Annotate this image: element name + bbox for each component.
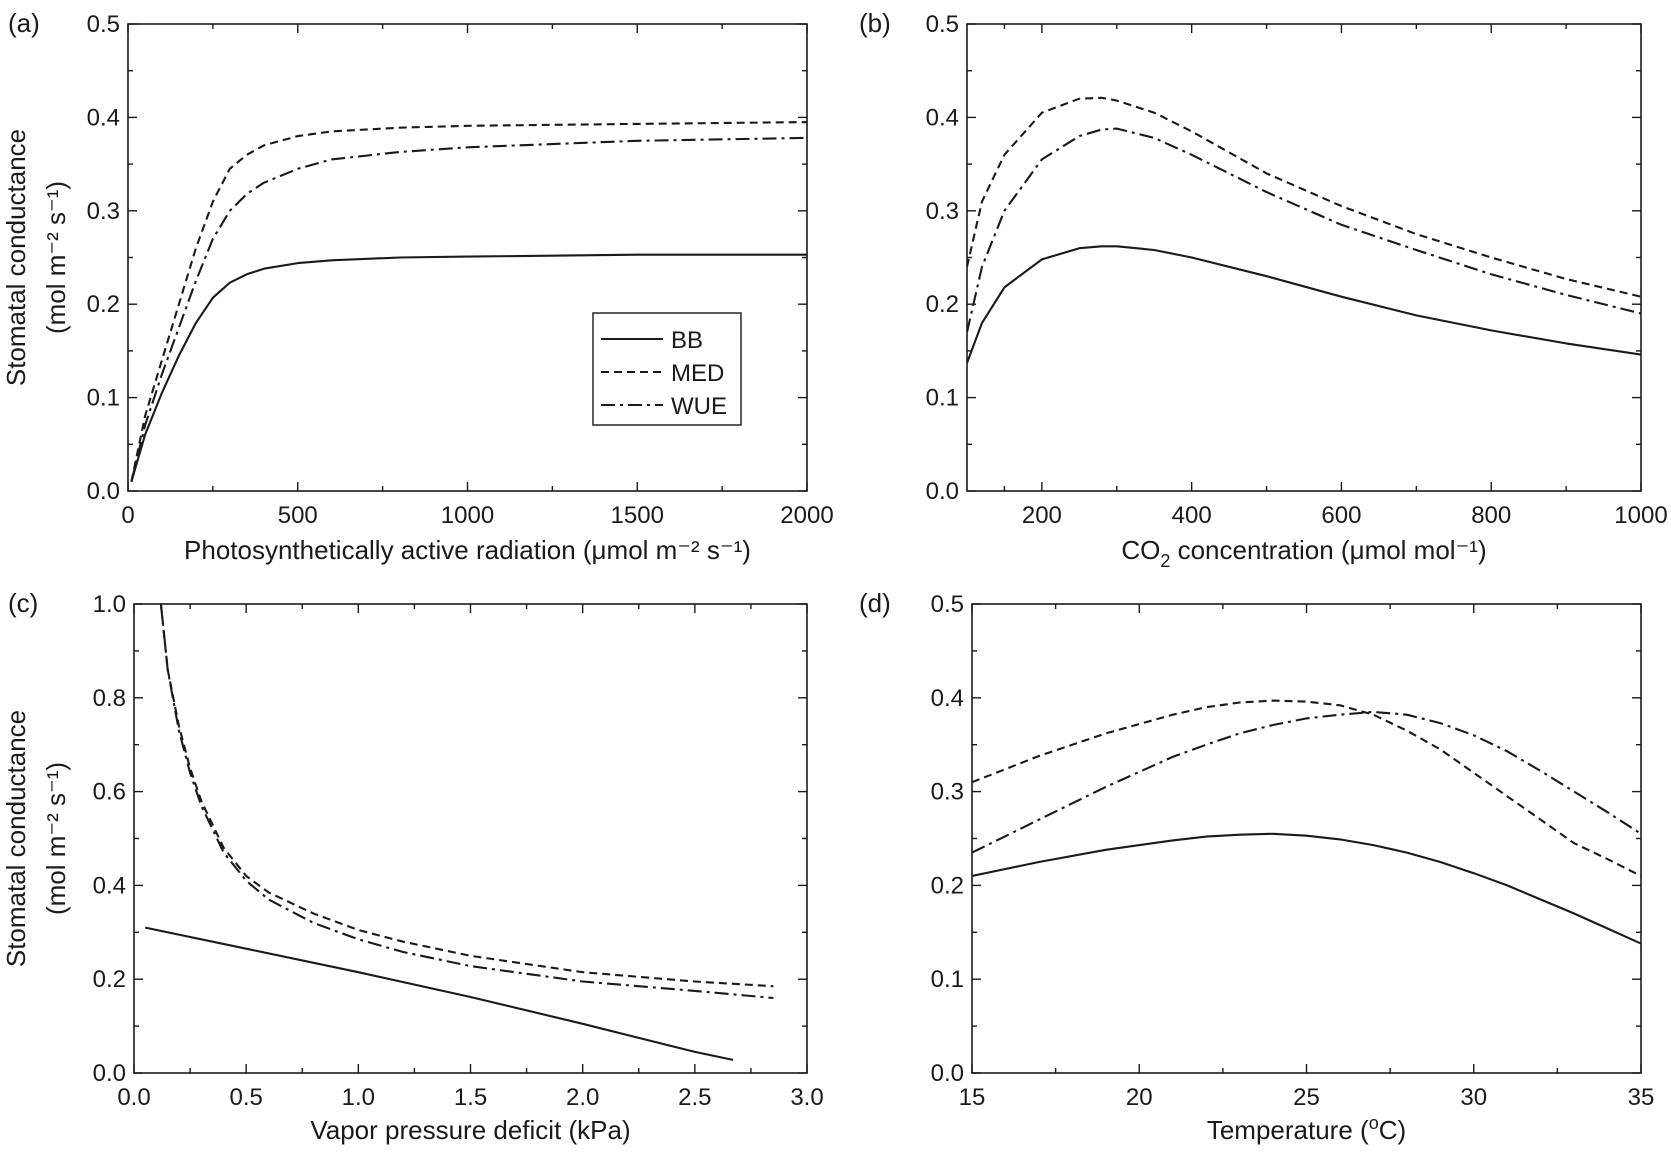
legend-box (592, 312, 742, 426)
y-tick-label: 0.5 (87, 11, 120, 38)
x-tick-label: 1.0 (342, 1084, 375, 1111)
plot-frame (133, 603, 808, 1074)
legend: BB MED WUE (592, 312, 742, 426)
series-group (972, 699, 1641, 945)
panel-label: (b) (859, 8, 891, 38)
x-tick-label: 500 (278, 502, 318, 529)
x-tick-label: 800 (1471, 502, 1511, 529)
y-tick-label: 0.3 (931, 779, 964, 806)
x-axis-label: Vapor pressure deficit (kPa) (310, 1115, 630, 1145)
series-line-bb (130, 253, 807, 482)
series-line-med (159, 604, 774, 988)
y-tick-label: 0.3 (926, 198, 959, 225)
x-tick-label: 2.0 (566, 1084, 599, 1111)
legend-label-wue: WUE (671, 393, 727, 420)
x-tick-label: 25 (1293, 1084, 1320, 1111)
plot-frame (971, 603, 1642, 1074)
x-tick-label: 0 (121, 502, 134, 529)
x-axis-label: Temperature (oC) (1207, 1113, 1406, 1145)
x-tick-label: 20 (1126, 1084, 1153, 1111)
series-line-wue (967, 127, 1641, 333)
series-line-wue (972, 710, 1641, 854)
x-axis-label: CO2 concentration (μmol mol⁻¹) (1121, 535, 1486, 571)
y-tick-label: 0.4 (93, 872, 126, 899)
y-tick-label: 0.0 (87, 478, 120, 505)
x-tick-label: 1500 (611, 502, 664, 529)
series-line-wue (159, 604, 774, 1000)
series-line-bb (144, 926, 734, 1061)
panel-label: (a) (8, 8, 40, 38)
y-tick-label: 0.5 (926, 11, 959, 38)
y-tick-label: 0.4 (87, 104, 120, 131)
panel-c: 0.0 0.5 1.0 1.5 2.0 2.5 3.0 0.0 0.2 0.4 0.6 0.8 1.0 (… (1, 588, 824, 1145)
x-tick-label: 200 (1022, 502, 1062, 529)
series-line-bb (967, 245, 1641, 364)
y-tick-label: 0.4 (926, 104, 959, 131)
y-tick-label: 0.1 (87, 385, 120, 412)
y-tick-label: 0.3 (87, 198, 120, 225)
panel-label: (c) (8, 588, 38, 618)
y-tick-label: 0.2 (93, 966, 126, 993)
series-group (130, 121, 807, 482)
y-tick-label: 0.0 (931, 1060, 964, 1087)
y-tick-label: 0.1 (926, 385, 959, 412)
y-tick-label: 0.0 (926, 478, 959, 505)
x-tick-label: 0.5 (229, 1084, 262, 1111)
y-tick-label: 0.2 (931, 872, 964, 899)
y-tick-label: 0.2 (87, 291, 120, 318)
x-tick-label: 2000 (780, 502, 833, 529)
panel-d: 15 20 25 30 35 0.0 0.1 0.2 0.3 0.4 0.5 (d) Temperatu… (859, 588, 1654, 1145)
y-axis-units: (mol m⁻² s⁻¹) (41, 762, 71, 915)
y-tick-label: 0.1 (931, 966, 964, 993)
y-tick-label: 0.2 (926, 291, 959, 318)
x-tick-label: 1000 (1614, 502, 1667, 529)
x-axis-label: Photosynthetically active radiation (μmo… (184, 535, 751, 565)
panel-b: 200 400 600 800 1000 0.0 0.1 0.2 0.3 0.4 0.5 (b) CO2… (859, 8, 1668, 571)
series-group (144, 604, 774, 1061)
x-tick-label: 35 (1628, 1084, 1655, 1111)
y-axis-units: (mol m⁻² s⁻¹) (41, 181, 71, 334)
series-line-med (967, 96, 1641, 298)
x-tick-label: 600 (1321, 502, 1361, 529)
y-tick-label: 1.0 (93, 591, 126, 618)
panel-a: 0 500 1000 1500 2000 0.0 0.1 0.2 0.3 0.4 0.5 (a) Pho… (1, 8, 834, 565)
y-axis-label: Stomatal conductance (1, 710, 31, 967)
series-line-med (972, 699, 1641, 877)
y-axis-label: Stomatal conductance (1, 129, 31, 386)
y-tick-label: 0.4 (931, 685, 964, 712)
y-tick-label: 0.8 (93, 685, 126, 712)
series-group (967, 96, 1641, 364)
legend-label-med: MED (671, 360, 724, 387)
x-tick-label: 0.0 (117, 1084, 150, 1111)
legend-label-bb: BB (671, 327, 703, 354)
x-tick-label: 2.5 (678, 1084, 711, 1111)
x-tick-label: 400 (1172, 502, 1212, 529)
plot-frame (966, 23, 1642, 492)
x-tick-label: 15 (959, 1084, 986, 1111)
x-tick-label: 1000 (441, 502, 494, 529)
x-tick-label: 3.0 (790, 1084, 823, 1111)
x-tick-label: 30 (1460, 1084, 1487, 1111)
y-tick-label: 0.6 (93, 779, 126, 806)
y-tick-label: 0.5 (931, 591, 964, 618)
y-tick-label: 0.0 (93, 1060, 126, 1087)
x-tick-label: 1.5 (454, 1084, 487, 1111)
series-line-med (130, 121, 807, 482)
series-line-wue (130, 136, 807, 482)
panel-label: (d) (859, 588, 891, 618)
series-line-bb (972, 832, 1641, 945)
